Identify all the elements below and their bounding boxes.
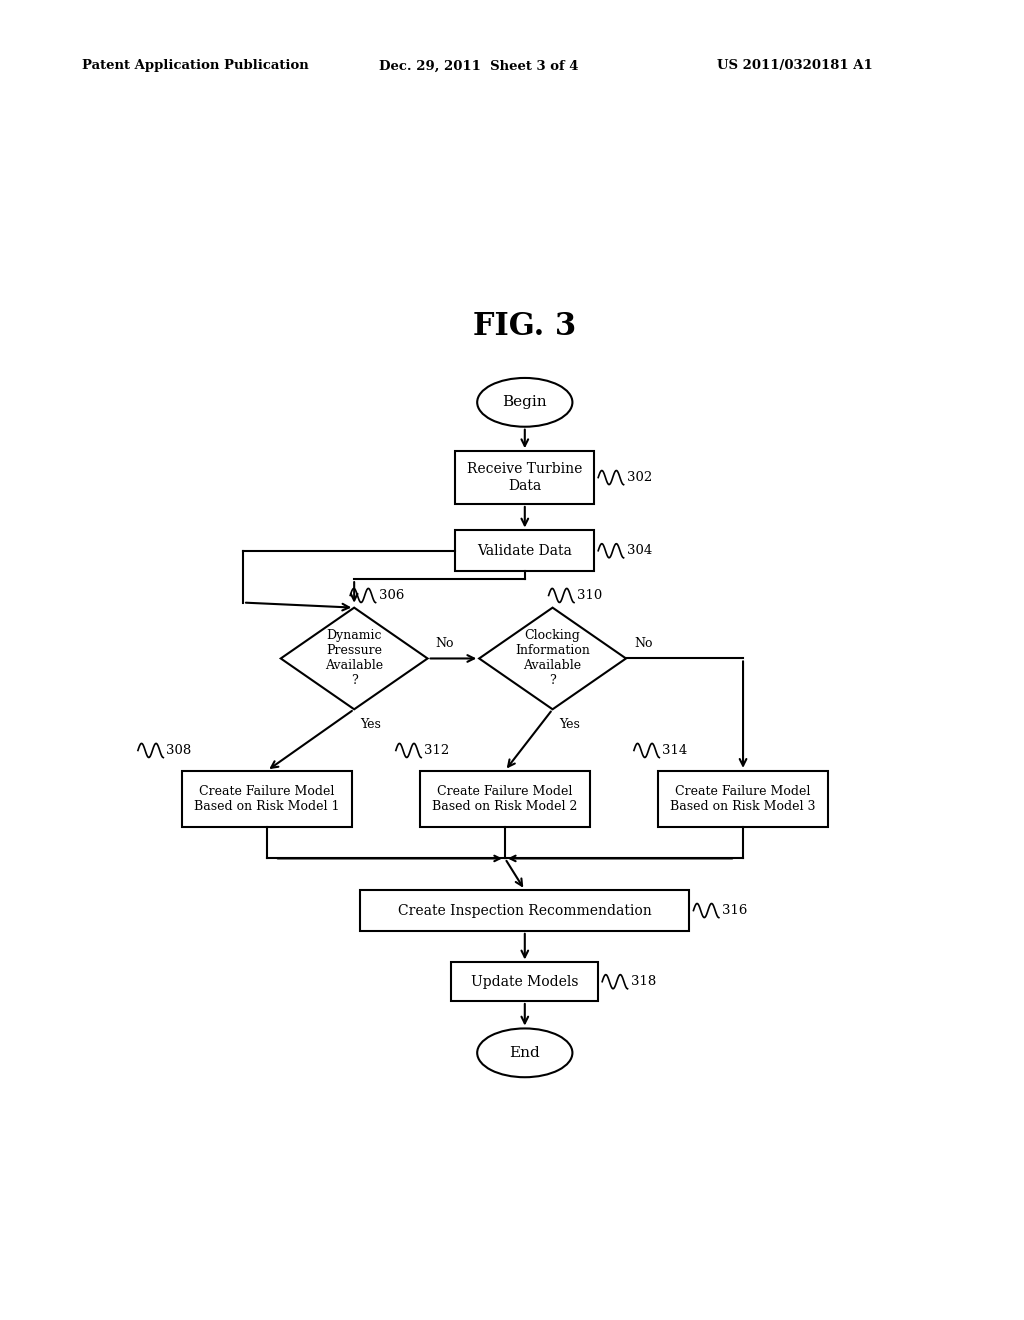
Text: Yes: Yes <box>360 718 381 731</box>
Text: US 2011/0320181 A1: US 2011/0320181 A1 <box>717 59 872 73</box>
Text: Update Models: Update Models <box>471 974 579 989</box>
Text: 316: 316 <box>722 904 748 917</box>
Text: 306: 306 <box>379 589 404 602</box>
Text: FIG. 3: FIG. 3 <box>473 310 577 342</box>
Text: Create Inspection Recommendation: Create Inspection Recommendation <box>398 903 651 917</box>
Text: Create Failure Model
Based on Risk Model 2: Create Failure Model Based on Risk Model… <box>432 784 578 813</box>
Text: Create Failure Model
Based on Risk Model 3: Create Failure Model Based on Risk Model… <box>671 784 816 813</box>
Text: 302: 302 <box>627 471 652 484</box>
Text: 304: 304 <box>627 544 652 557</box>
Text: 310: 310 <box>578 589 602 602</box>
Text: Clocking
Information
Available
?: Clocking Information Available ? <box>515 630 590 688</box>
Text: 308: 308 <box>167 744 191 756</box>
Text: Validate Data: Validate Data <box>477 544 572 558</box>
Text: No: No <box>435 638 454 651</box>
Text: Dec. 29, 2011  Sheet 3 of 4: Dec. 29, 2011 Sheet 3 of 4 <box>379 59 579 73</box>
Text: Create Failure Model
Based on Risk Model 1: Create Failure Model Based on Risk Model… <box>195 784 340 813</box>
Text: 318: 318 <box>631 975 656 989</box>
Text: Patent Application Publication: Patent Application Publication <box>82 59 308 73</box>
Text: 314: 314 <box>663 744 688 756</box>
Text: 312: 312 <box>424 744 450 756</box>
Text: Receive Turbine
Data: Receive Turbine Data <box>467 462 583 492</box>
Text: Yes: Yes <box>559 718 580 731</box>
Text: End: End <box>509 1045 541 1060</box>
Text: Begin: Begin <box>503 395 547 409</box>
Text: No: No <box>634 638 652 651</box>
Text: Dynamic
Pressure
Available
?: Dynamic Pressure Available ? <box>325 630 383 688</box>
